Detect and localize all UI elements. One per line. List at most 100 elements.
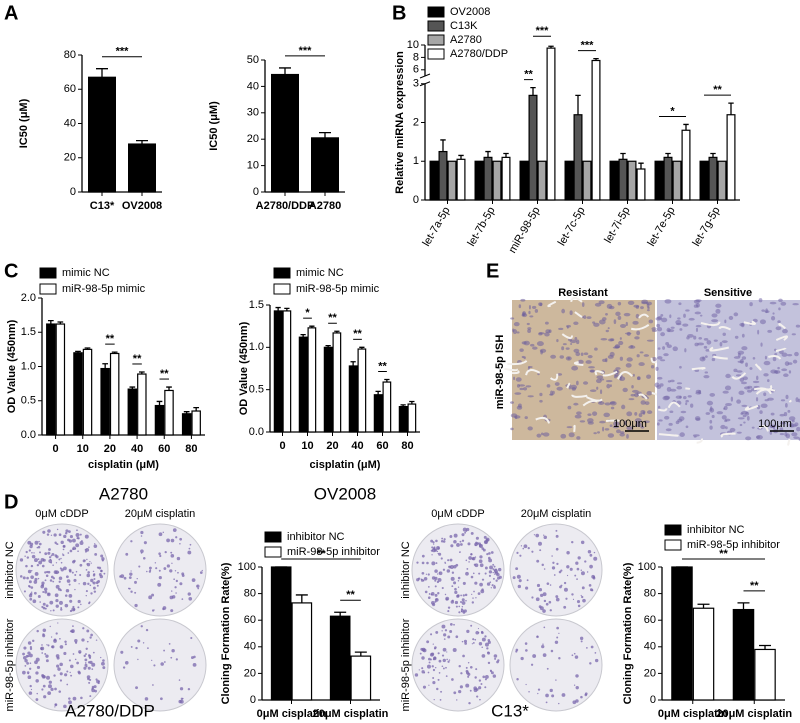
- cell: [625, 321, 628, 327]
- colony: [563, 587, 568, 592]
- colony: [532, 654, 537, 658]
- colony: [550, 649, 554, 653]
- cell: [604, 428, 610, 431]
- colony: [421, 561, 425, 565]
- colony: [56, 656, 60, 660]
- significance-label: **: [317, 548, 326, 560]
- colony: [551, 566, 556, 570]
- colony: [89, 584, 92, 587]
- x-tick-label: A2780/DDP: [256, 200, 315, 212]
- colony: [68, 659, 71, 662]
- tissue-gap: [731, 372, 747, 380]
- colony: [536, 635, 539, 637]
- tissue-gap: [630, 323, 650, 331]
- y-tick-label: 40: [244, 641, 256, 653]
- colony: [56, 664, 60, 668]
- colony: [55, 604, 59, 608]
- colony: [542, 609, 546, 613]
- colony: [85, 569, 88, 571]
- colony: [437, 592, 440, 595]
- cell: [680, 410, 687, 414]
- cell: [669, 314, 672, 319]
- colony: [484, 678, 487, 681]
- colony: [60, 568, 64, 572]
- cell: [643, 420, 650, 424]
- colony: [93, 586, 96, 590]
- cell: [569, 310, 573, 316]
- error-bar: [279, 67, 291, 75]
- colony: [446, 569, 451, 573]
- cell: [570, 384, 578, 390]
- colony: [100, 656, 102, 659]
- cell: [679, 432, 685, 437]
- colony: [432, 681, 436, 685]
- colony: [72, 625, 74, 628]
- colony: [27, 675, 32, 680]
- cell: [537, 373, 540, 376]
- cell: [577, 359, 584, 364]
- colony: [149, 566, 152, 570]
- colony: [60, 561, 63, 564]
- colony: [170, 554, 175, 558]
- colony: [54, 703, 57, 706]
- colony: [490, 671, 494, 675]
- colony: [434, 600, 437, 603]
- cell: [626, 434, 629, 439]
- error-bar: [350, 361, 356, 366]
- cell: [606, 383, 611, 389]
- x-tick-label: 20: [326, 440, 338, 452]
- colony: [37, 558, 40, 561]
- colony: [42, 628, 47, 633]
- significance-label: **: [353, 328, 362, 340]
- colony: [461, 598, 465, 602]
- error-bar: [400, 404, 406, 407]
- cell: [593, 432, 597, 435]
- cell: [566, 426, 573, 429]
- colony: [138, 565, 141, 568]
- colony: [478, 572, 481, 575]
- cell: [703, 345, 708, 349]
- colony: [27, 585, 31, 588]
- cell: [693, 335, 697, 340]
- bar: [271, 73, 300, 193]
- cell: [510, 401, 515, 404]
- colony: [475, 536, 479, 540]
- colony: [69, 671, 71, 674]
- colony: [551, 555, 553, 557]
- y-tick-label: 1.5: [21, 326, 36, 338]
- colony: [520, 656, 524, 661]
- bar: [726, 114, 736, 201]
- colony: [50, 610, 52, 612]
- cell: [679, 328, 683, 331]
- colony: [134, 580, 137, 584]
- colony: [459, 551, 461, 553]
- bar: [591, 59, 601, 201]
- colony: [580, 640, 583, 643]
- colony: [60, 557, 62, 560]
- colony: [458, 605, 461, 608]
- cell: [593, 322, 600, 327]
- cell: [640, 306, 644, 310]
- colony: [46, 592, 51, 597]
- colony: [515, 650, 518, 653]
- colony: [31, 554, 36, 559]
- colony: [523, 544, 528, 549]
- colony: [443, 638, 446, 640]
- colony: [42, 558, 46, 562]
- colony: [85, 647, 88, 650]
- cell: [737, 360, 744, 364]
- cell: [510, 427, 514, 431]
- cell: [544, 332, 550, 337]
- colony: [434, 585, 437, 588]
- cell: [514, 415, 521, 419]
- colony: [488, 552, 491, 555]
- colony: [454, 590, 458, 594]
- cell: [711, 319, 719, 323]
- cell: [735, 374, 742, 377]
- colony: [32, 639, 35, 643]
- significance-label: **: [328, 312, 337, 324]
- cell: [741, 356, 747, 360]
- colony: [555, 679, 557, 681]
- colony: [22, 576, 26, 580]
- cell: [734, 335, 739, 339]
